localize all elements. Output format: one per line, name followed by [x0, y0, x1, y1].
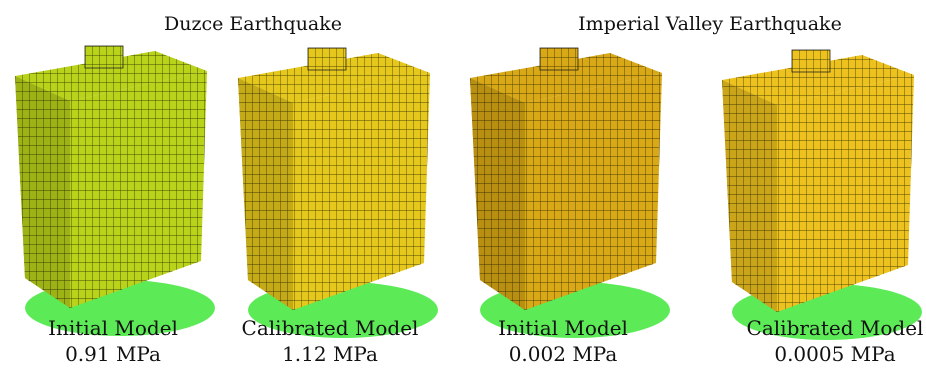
panel-label: Initial Model [498, 316, 628, 340]
panel-value: 0.002 MPa [509, 342, 618, 366]
panel-label: Initial Model [48, 316, 178, 340]
panel-value: 1.12 MPa [282, 342, 378, 366]
building-model [238, 48, 438, 338]
building-model [15, 46, 215, 336]
panel-value: 0.0005 MPa [774, 342, 895, 366]
figure: Duzce Earthquake Imperial Valley Earthqu… [0, 0, 926, 373]
group-title: Duzce Earthquake [164, 13, 342, 35]
panel-value: 0.91 MPa [65, 342, 161, 366]
building-model [722, 50, 922, 340]
building-model [470, 48, 670, 338]
group-title: Imperial Valley Earthquake [578, 13, 842, 35]
panel-label: Calibrated Model [242, 316, 419, 340]
panel-label: Calibrated Model [747, 316, 924, 340]
